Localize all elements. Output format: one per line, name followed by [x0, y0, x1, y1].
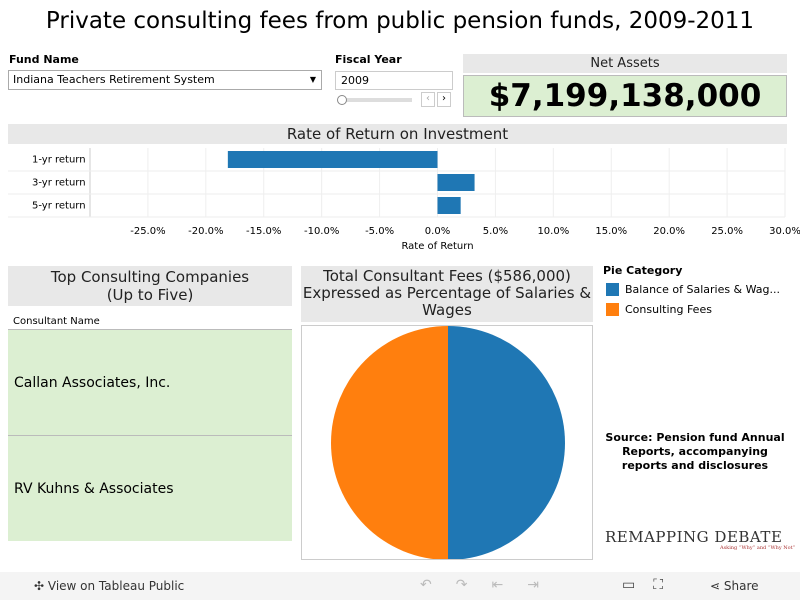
page-title: Private consulting fees from public pens…: [45, 8, 755, 34]
dropdown-arrow: ▼: [309, 75, 316, 84]
table-row: Callan Associates, Inc.: [8, 329, 292, 435]
x-tick-label: -10.0%: [304, 226, 339, 237]
y-tick-label: 5-yr return: [32, 201, 86, 212]
source-note: Source: Pension fund Annual Reports, acc…: [605, 431, 785, 472]
net-assets-label: Net Assets: [463, 54, 787, 73]
pie-slice: [331, 326, 448, 560]
icon: ⋖: [710, 579, 724, 593]
y-tick-label: 3-yr return: [32, 178, 86, 189]
filter-label: Fiscal Year: [335, 53, 402, 66]
year-value[interactable]: 2009: [335, 71, 453, 90]
fund-dropdown[interactable]: Indiana Teachers Retirement System ▼: [8, 70, 322, 90]
x-tick-label: -5.0%: [365, 226, 394, 237]
x-tick-label: 15.0%: [595, 226, 627, 237]
x-tick-label: 5.0%: [483, 226, 508, 237]
x-axis-label: Rate of Return: [401, 241, 473, 252]
x-tick-label: -15.0%: [246, 226, 281, 237]
footer-bar: [0, 572, 800, 600]
dropdown-value: Indiana Teachers Retirement System: [13, 73, 215, 86]
y-tick-label: 1-yr return: [32, 155, 86, 166]
toolbar-icons[interactable]: ↶↷⇤⇥: [420, 577, 563, 593]
x-tick-label: 20.0%: [653, 226, 685, 237]
legend-label: Consulting Fees: [625, 303, 712, 316]
share-link[interactable]: ⋖ Share: [710, 579, 759, 593]
filter-label: Fund Name: [9, 53, 79, 66]
view-text: View on Tableau Public: [47, 579, 185, 593]
pie-frame: [301, 325, 593, 560]
pie-slice: [448, 326, 565, 560]
next-button[interactable]: ›: [437, 92, 451, 107]
x-tick-label: 25.0%: [711, 226, 743, 237]
legend-title: Pie Category: [603, 264, 683, 277]
slider-thumb[interactable]: [337, 95, 347, 105]
logo-name: REMAPPING DEBATE: [605, 528, 783, 546]
x-tick-label: 30.0%: [769, 226, 800, 237]
pie-title: Total Consultant Fees ($586,000) Express…: [301, 266, 593, 322]
toolbar-icons[interactable]: ▭⛶: [622, 577, 682, 593]
x-tick-label: 10.0%: [537, 226, 569, 237]
slider-track[interactable]: [340, 98, 412, 102]
table-row: RV Kuhns & Associates: [8, 435, 292, 541]
x-tick-label: 0.0%: [425, 226, 450, 237]
x-tick-label: -20.0%: [188, 226, 223, 237]
share-text: Share: [723, 579, 759, 593]
legend-label: Balance of Salaries & Wag...: [625, 283, 780, 296]
x-tick-label: -25.0%: [130, 226, 165, 237]
view-link[interactable]: ✣ View on Tableau Public: [34, 579, 184, 593]
net-assets-value: $7,199,138,000: [463, 75, 787, 117]
bar-title: Rate of Return on Investment: [8, 124, 787, 144]
prev-button[interactable]: ‹: [421, 92, 435, 107]
table-title: Top Consulting Companies (Up to Five): [8, 266, 292, 306]
bar: [437, 197, 461, 214]
icon: ✣: [34, 579, 48, 593]
bar: [437, 174, 475, 191]
legend-swatch: [606, 303, 619, 316]
logo-tagline: Asking “Why” and “Why Not”: [720, 545, 796, 551]
bar: [227, 151, 438, 168]
column-header: Consultant Name: [13, 316, 100, 327]
legend-swatch: [606, 283, 619, 296]
